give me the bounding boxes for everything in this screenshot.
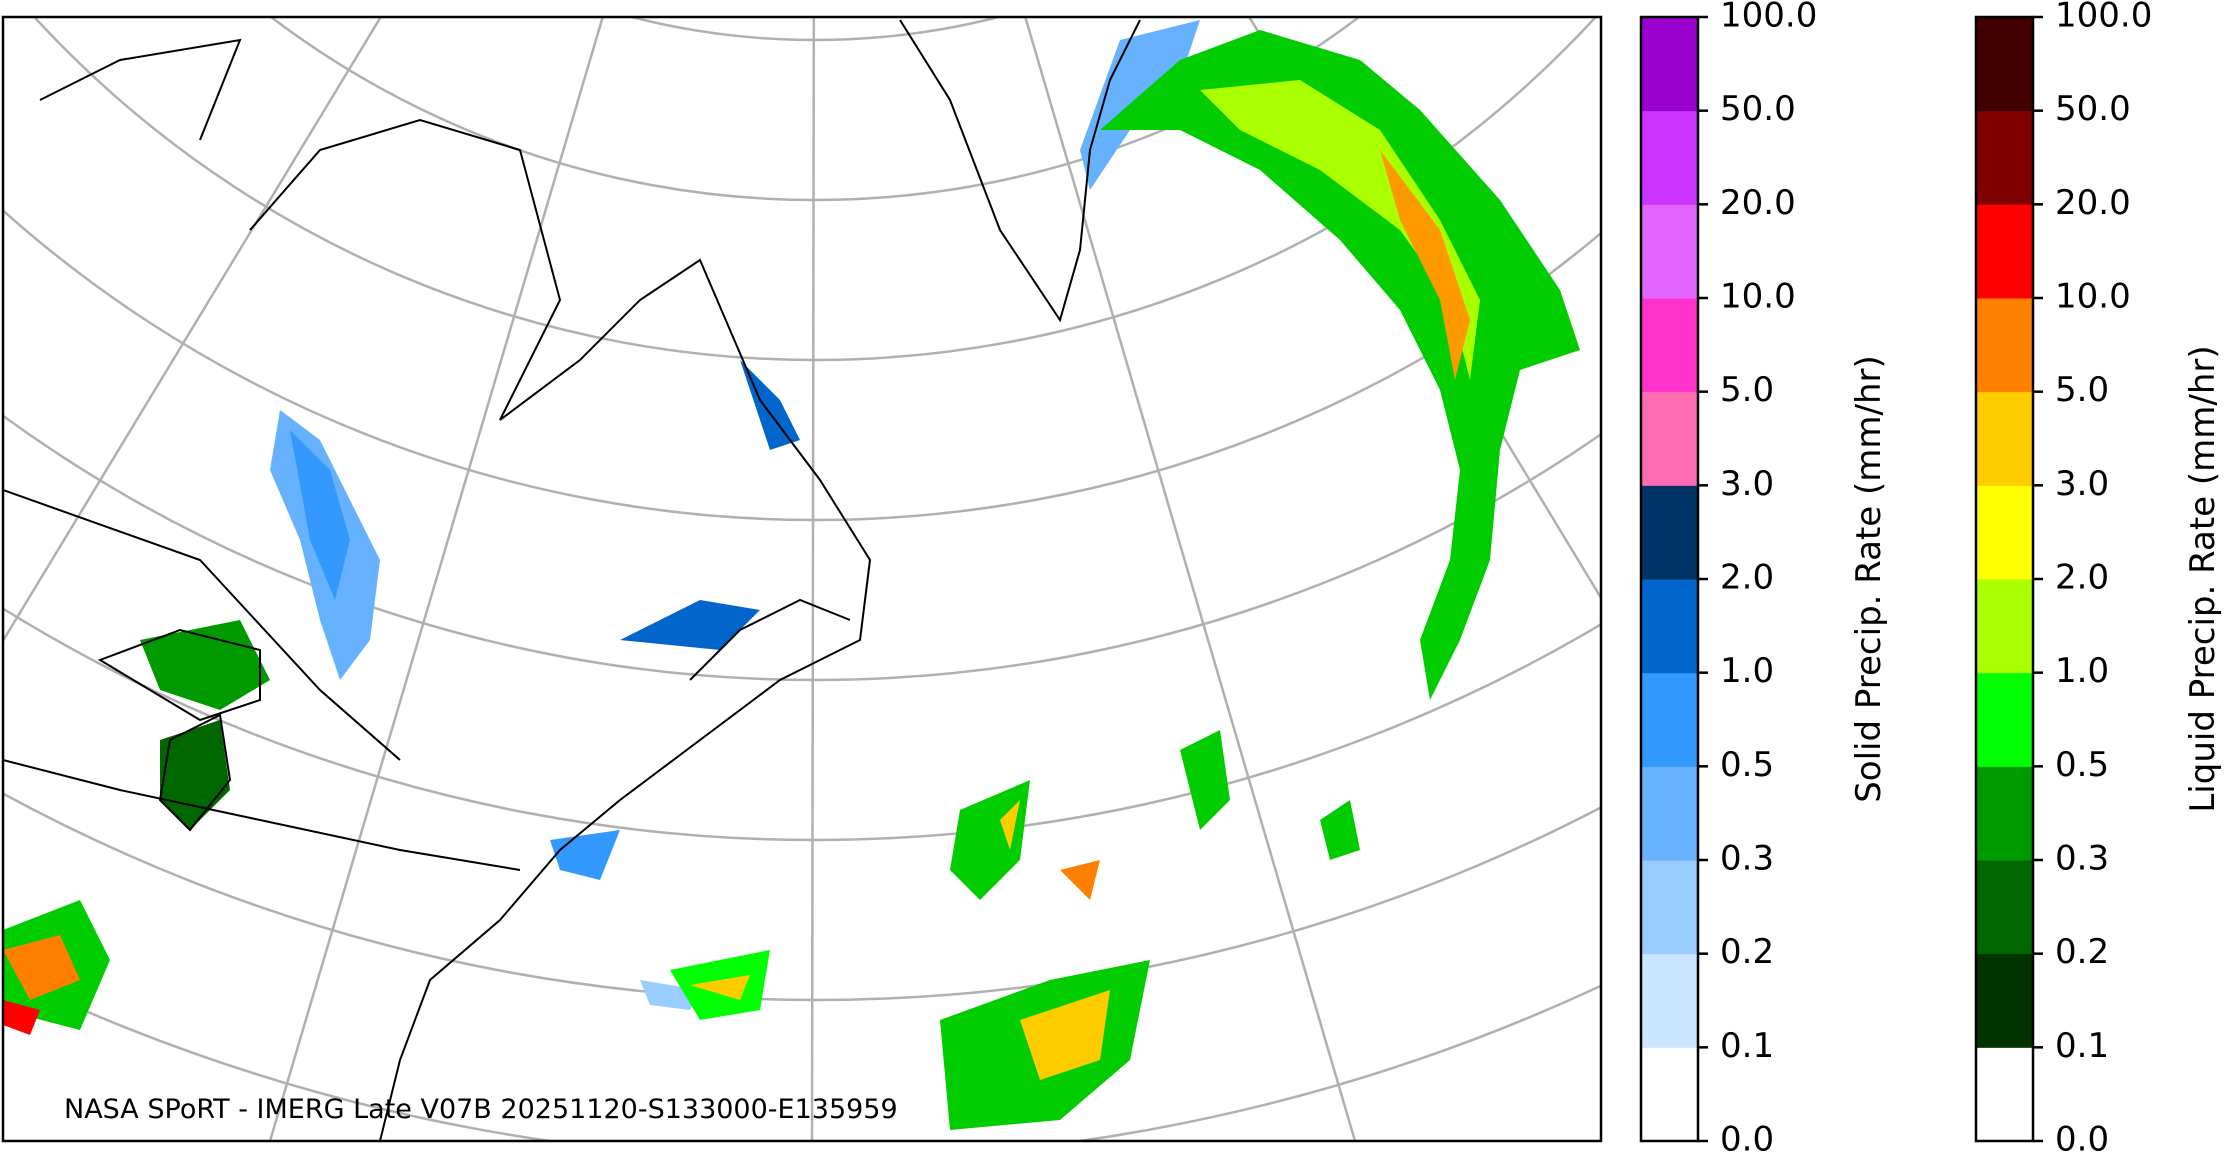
colorbar-tick-label: 0.2 <box>2055 932 2109 972</box>
colorbar-tick-label: 0.2 <box>1720 932 1774 972</box>
colorbar-segment <box>1976 391 2033 486</box>
colorbar-segment <box>1976 672 2033 767</box>
colorbar-tick-label: 0.0 <box>2055 1120 2109 1160</box>
colorbar-label: Solid Precip. Rate (mm/hr) <box>1849 355 1889 803</box>
colorbar-tick-label: 5.0 <box>1720 370 1774 410</box>
colorbar-tick-label: 50.0 <box>1720 89 1796 129</box>
colorbar-tick-label: 0.5 <box>2055 745 2109 785</box>
map-footer: NASA SPoRT - IMERG Late V07B 20251120-S1… <box>64 1094 898 1125</box>
colorbar-tick-label: 50.0 <box>2055 89 2131 129</box>
colorbar-segment <box>1641 485 1698 580</box>
colorbar-tick-label: 0.1 <box>2055 1026 2109 1066</box>
colorbar-segment <box>1976 766 2033 861</box>
colorbar-segment <box>1641 860 1698 955</box>
colorbar-segment <box>1976 17 2033 112</box>
colorbar-tick-label: 3.0 <box>2055 464 2109 504</box>
colorbar-segment <box>1976 953 2033 1048</box>
colorbar-tick-label: 20.0 <box>2055 183 2131 223</box>
colorbar-tick-label: 0.0 <box>1720 1120 1774 1160</box>
colorbar-segment <box>1641 953 1698 1048</box>
colorbar-tick-label: 0.5 <box>1720 745 1774 785</box>
colorbar-tick-label: 3.0 <box>1720 464 1774 504</box>
colorbar: 0.0 0.1 0.2 0.3 0.5 1.0 2.0 3.0 5.0 10.0 20.0 50.0 1… <box>1639 0 1889 1160</box>
colorbars: 0.0 0.1 0.2 0.3 0.5 1.0 2.0 3.0 5.0 10.0 20.0 50.0 1… <box>1639 0 2223 1160</box>
colorbar-tick-label: 5.0 <box>2055 370 2109 410</box>
colorbar-tick-label: 10.0 <box>1720 277 1796 317</box>
colorbar-segment <box>1641 1047 1698 1142</box>
colorbar-segment <box>1641 579 1698 674</box>
coastlines <box>3 19 1141 1141</box>
colorbar-tick-label: 2.0 <box>1720 558 1774 598</box>
colorbar-tick-label: 10.0 <box>2055 277 2131 317</box>
colorbar-segment <box>1976 110 2033 205</box>
colorbar-segment <box>1976 204 2033 299</box>
colorbar-segment <box>1641 766 1698 861</box>
colorbar-segment <box>1641 17 1698 112</box>
liquid-precip <box>3 30 1580 1130</box>
colorbar-segment <box>1641 298 1698 393</box>
colorbar-tick-label: 100.0 <box>2055 0 2152 36</box>
colorbar-label: Liquid Precip. Rate (mm/hr) <box>2183 345 2223 812</box>
colorbar-tick-label: 100.0 <box>1720 0 1817 36</box>
colorbar: 0.0 0.1 0.2 0.3 0.5 1.0 2.0 3.0 5.0 10.0 20.0 50.0 1… <box>1974 0 2223 1160</box>
colorbar-tick-label: 0.3 <box>1720 839 1774 879</box>
colorbar-segment <box>1641 391 1698 486</box>
colorbar-tick-label: 2.0 <box>2055 558 2109 598</box>
colorbar-segment <box>1976 860 2033 955</box>
colorbar-segment <box>1976 579 2033 674</box>
colorbar-tick-label: 1.0 <box>2055 651 2109 691</box>
colorbar-segment <box>1641 110 1698 205</box>
colorbar-segment <box>1976 1047 2033 1142</box>
colorbar-tick-label: 0.1 <box>1720 1026 1774 1066</box>
colorbar-segment <box>1976 485 2033 580</box>
colorbar-segment <box>1976 298 2033 393</box>
colorbar-tick-label: 0.3 <box>2055 839 2109 879</box>
colorbar-tick-label: 1.0 <box>1720 651 1774 691</box>
colorbar-segment <box>1641 672 1698 767</box>
colorbar-tick-label: 20.0 <box>1720 183 1796 223</box>
colorbar-segment <box>1641 204 1698 299</box>
map-frame <box>1 15 1603 1143</box>
